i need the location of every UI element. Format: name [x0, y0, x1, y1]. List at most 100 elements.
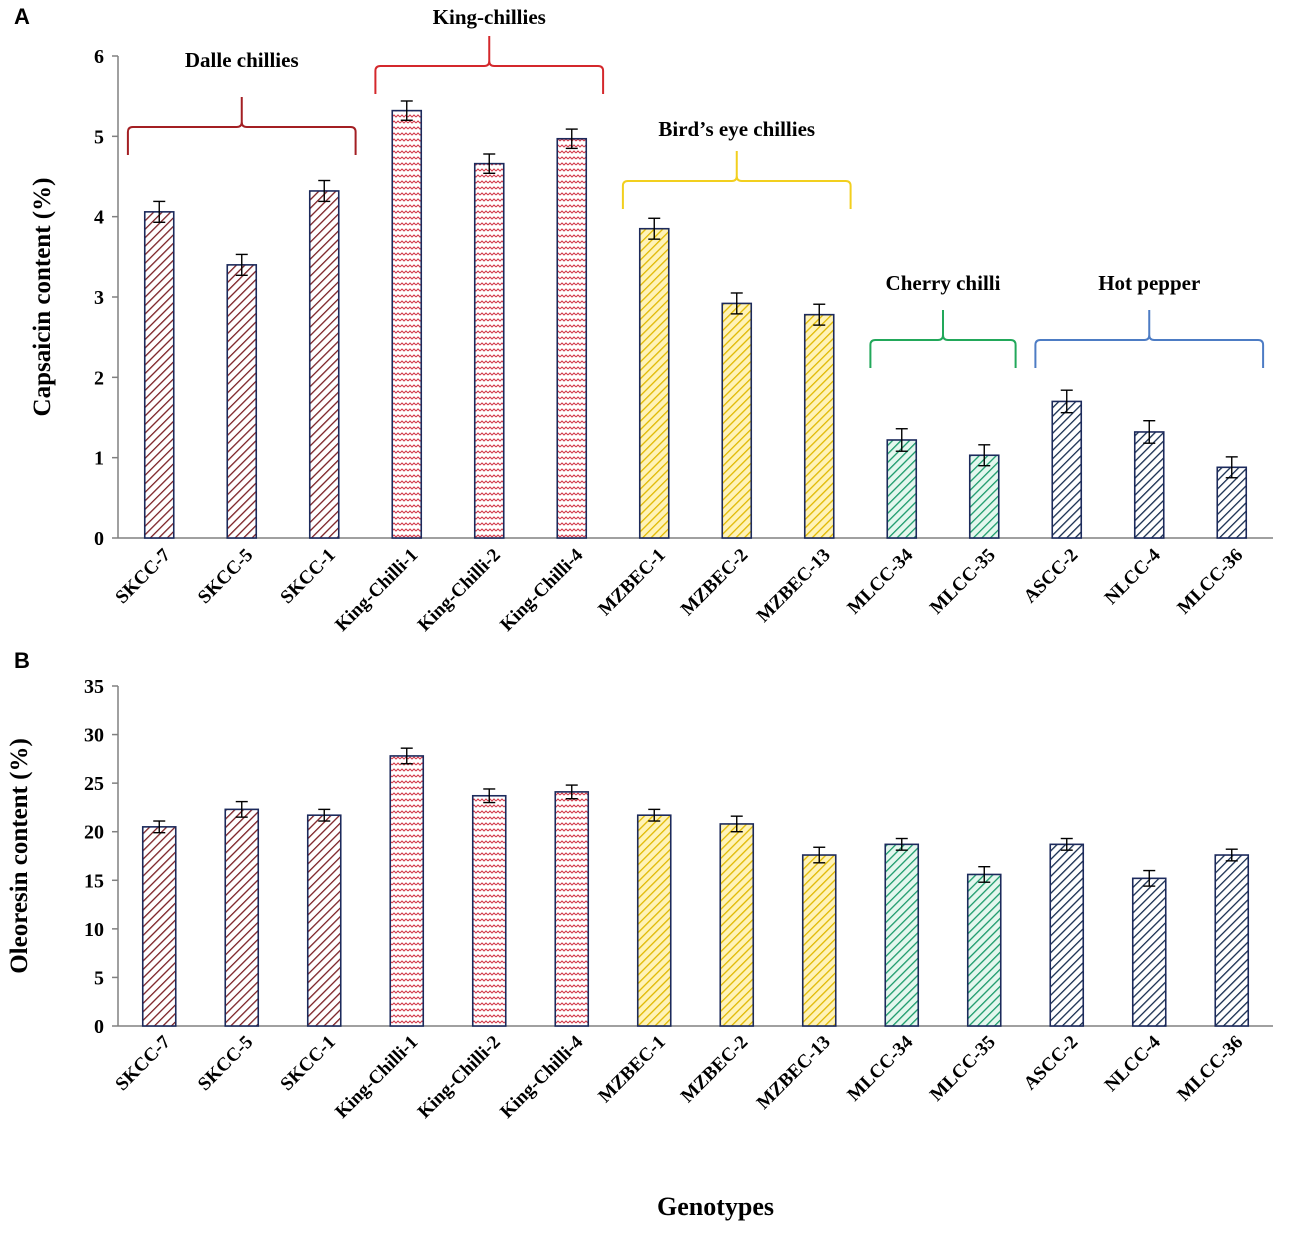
x-tick-label: SKCC-7 [111, 1031, 175, 1095]
bar-SKCC-7 [143, 211, 175, 539]
error-bar-MLCC-36 [1225, 456, 1238, 479]
bar-MZBEC-13 [803, 313, 835, 539]
error-bar-SKCC-7 [153, 820, 166, 834]
x-tick-label: King-Chilli-1 [331, 1032, 422, 1123]
x-tick-label: MZBEC-1 [594, 545, 669, 620]
chart-a: 0 1 2 3 4 5 6 Capsaicin content (%) SKCC-7 SKCC-5… [29, 5, 1273, 636]
error-bar-SKCC-5 [235, 253, 248, 277]
y-tick-label: 0 [94, 528, 104, 550]
y-tick-label: 15 [84, 870, 104, 892]
y-tick-label: 10 [84, 919, 104, 941]
x-tick-label: MLCC-34 [843, 544, 917, 618]
bar-MLCC-35 [966, 873, 1002, 1027]
error-bar-MLCC-34 [895, 428, 908, 452]
group-brace-4 [1034, 310, 1265, 368]
group-brace-1 [374, 36, 605, 94]
bar-MZBEC-1 [638, 227, 670, 539]
y-tick-label: 4 [94, 207, 104, 229]
x-tick-label: King-Chilli-2 [414, 1032, 505, 1123]
error-bar-ASCC-2 [1060, 837, 1073, 851]
x-axis-title: Genotypes [657, 1192, 774, 1221]
y-tick-label: 5 [94, 126, 104, 148]
group-brace-0 [126, 97, 357, 155]
x-tick-label: NLCC-4 [1101, 544, 1165, 608]
error-bar-SKCC-7 [153, 200, 166, 223]
bar-ASCC-2 [1051, 400, 1083, 539]
error-bar-King-Chilli-1 [400, 100, 413, 121]
error-bar-MZBEC-2 [730, 815, 743, 833]
y-tick-label: 35 [84, 676, 104, 698]
error-bar-MLCC-35 [978, 444, 991, 467]
error-bar-SKCC-1 [318, 179, 331, 203]
error-bar-SKCC-5 [235, 800, 248, 818]
chart-b: 0 5 10 15 20 25 30 35 Oleoresin content (%) Genot… [6, 676, 1273, 1221]
error-bar-King-Chilli-1 [400, 747, 413, 765]
x-tick-label: MZBEC-2 [677, 545, 752, 620]
x-tick-label: MZBEC-13 [753, 1032, 835, 1114]
x-tick-label: MLCC-36 [1173, 1032, 1247, 1106]
group-label: Hot pepper [1098, 271, 1200, 295]
error-bar-MZBEC-1 [648, 808, 661, 822]
error-bar-MZBEC-13 [813, 303, 826, 326]
x-tick-label: SKCC-1 [276, 1032, 339, 1095]
error-bar-MLCC-35 [978, 865, 991, 883]
bar-King-Chilli-4 [556, 137, 588, 539]
bar-King-Chilli-1 [391, 109, 423, 539]
bar-MZBEC-13 [801, 854, 837, 1027]
group-brace-3 [869, 310, 1017, 368]
y-tick-label: 2 [94, 367, 104, 389]
error-bar-King-Chilli-4 [565, 784, 578, 800]
x-tick-label: SKCC-5 [194, 545, 257, 608]
bar-MZBEC-2 [721, 302, 753, 539]
group-label: Cherry chilli [886, 271, 1001, 295]
x-tick-label: MLCC-35 [926, 545, 1000, 619]
y-axis-title: Oleoresin content (%) [6, 738, 33, 974]
bar-MLCC-34 [884, 843, 920, 1027]
bar-SKCC-5 [224, 808, 260, 1027]
bar-SKCC-1 [306, 814, 342, 1027]
error-bar-King-Chilli-4 [565, 128, 578, 150]
x-tick-label: King-Chilli-4 [496, 544, 587, 635]
x-tick-label: MLCC-35 [926, 1032, 1000, 1106]
bar-King-Chilli-1 [389, 755, 425, 1027]
panel-label-b: B [14, 648, 30, 673]
bar-SKCC-1 [308, 190, 340, 539]
y-tick-label: 6 [94, 46, 104, 68]
y-tick-label: 3 [94, 287, 104, 309]
x-tick-label: SKCC-5 [194, 1032, 257, 1095]
x-tick-label: MLCC-34 [843, 1031, 917, 1105]
x-tick-label: MZBEC-1 [594, 1032, 669, 1107]
panel-label-a: A [14, 4, 30, 29]
y-tick-label: 25 [84, 773, 104, 795]
x-tick-label: MZBEC-13 [753, 545, 835, 627]
bar-MLCC-36 [1214, 854, 1250, 1027]
bar-King-Chilli-2 [473, 162, 505, 539]
x-tick-label: SKCC-1 [276, 545, 339, 608]
bar-SKCC-7 [141, 826, 177, 1027]
x-tick-label: MZBEC-2 [677, 1032, 752, 1107]
error-bar-SKCC-1 [318, 808, 331, 822]
bar-King-Chilli-2 [471, 794, 507, 1027]
x-tick-label: King-Chilli-1 [331, 545, 422, 636]
x-tick-label: ASCC-2 [1020, 545, 1083, 608]
bar-MZBEC-1 [636, 814, 672, 1027]
error-bar-MZBEC-2 [730, 292, 743, 315]
group-label: Bird’s eye chillies [658, 117, 815, 141]
bar-NLCC-4 [1133, 431, 1165, 539]
bar-MLCC-34 [886, 439, 918, 539]
group-label: King-chillies [433, 5, 546, 29]
bar-MLCC-36 [1216, 466, 1248, 539]
y-axis-title: Capsaicin content (%) [29, 178, 56, 417]
error-bar-MZBEC-1 [648, 217, 661, 240]
error-bar-NLCC-4 [1143, 869, 1156, 887]
x-tick-label: ASCC-2 [1020, 1032, 1083, 1095]
x-tick-label: SKCC-7 [111, 544, 175, 608]
x-tick-label: NLCC-4 [1101, 1031, 1165, 1095]
y-tick-label: 5 [94, 967, 104, 989]
bar-MZBEC-2 [719, 823, 755, 1027]
error-bar-King-Chilli-2 [483, 788, 496, 804]
bar-NLCC-4 [1131, 877, 1167, 1027]
y-tick-label: 30 [84, 725, 104, 747]
